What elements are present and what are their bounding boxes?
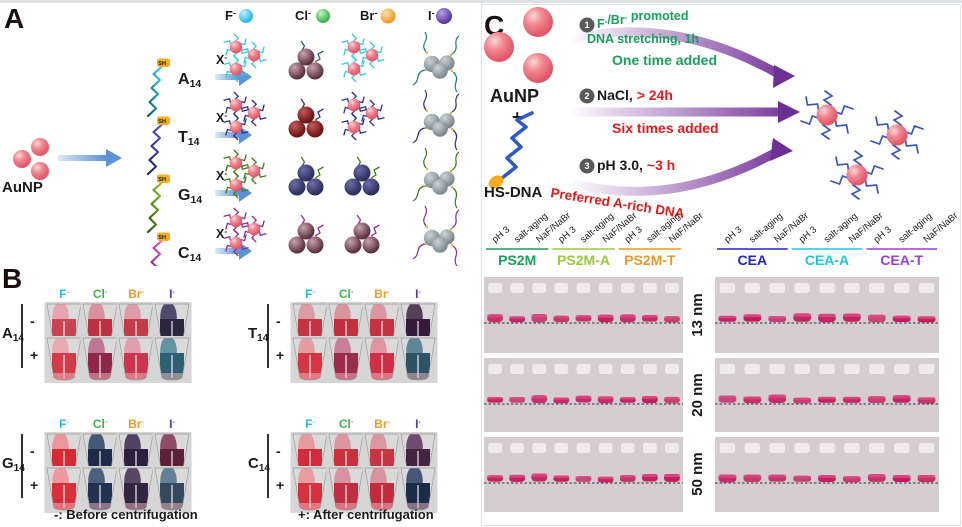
svg-text:Br-: Br-: [360, 8, 377, 23]
svg-text:3: 3: [584, 161, 589, 171]
svg-text:F-: F-: [59, 287, 69, 301]
svg-text:Br-: Br-: [374, 287, 390, 301]
svg-text:F-: F-: [225, 8, 236, 23]
svg-text:Cl-: Cl-: [93, 287, 108, 301]
svg-text:+: After centrifugation: +: After centrifugation: [298, 507, 434, 522]
svg-text:pH 3: pH 3: [490, 224, 511, 244]
svg-text:pH 3: pH 3: [722, 224, 743, 244]
svg-text:+: +: [30, 347, 38, 363]
svg-text:I-: I-: [169, 417, 175, 431]
svg-text:A14: A14: [178, 71, 201, 90]
svg-text:I-: I-: [415, 417, 421, 431]
svg-text:Br-: Br-: [128, 417, 144, 431]
svg-text:CEA-T: CEA-T: [880, 252, 923, 268]
svg-text:Cl-: Cl-: [339, 417, 354, 431]
svg-text:A14: A14: [2, 325, 24, 344]
svg-text:PS2M-T: PS2M-T: [624, 252, 676, 268]
svg-text:PS2M-A: PS2M-A: [557, 252, 610, 268]
svg-text:G14: G14: [178, 187, 202, 206]
svg-text:I-: I-: [428, 8, 435, 23]
svg-text:CEA: CEA: [738, 252, 768, 268]
svg-text:Br-: Br-: [374, 417, 390, 431]
svg-text:I-: I-: [415, 287, 421, 301]
svg-text:-: -: [276, 443, 281, 459]
svg-text:-: Before centrifugation: -: Before centrifugation: [54, 507, 198, 522]
svg-text:Cl-: Cl-: [295, 8, 311, 23]
svg-text:F-: F-: [305, 417, 315, 431]
svg-text:Cl-: Cl-: [339, 287, 354, 301]
svg-text:T14: T14: [248, 325, 269, 344]
svg-text:+: +: [276, 477, 284, 493]
svg-text:-: -: [30, 313, 35, 329]
svg-text:13 nm: 13 nm: [689, 293, 706, 336]
svg-text:F-: F-: [59, 417, 69, 431]
svg-text:pH 3: pH 3: [797, 224, 818, 244]
svg-text:pH 3.0, ~3 h: pH 3.0, ~3 h: [597, 157, 675, 173]
svg-text:1: 1: [584, 20, 589, 30]
svg-text:Br-: Br-: [128, 287, 144, 301]
svg-text:+: +: [30, 477, 38, 493]
svg-text:+: +: [276, 347, 284, 363]
svg-text:2: 2: [584, 91, 589, 101]
svg-text:HS-DNA: HS-DNA: [484, 184, 542, 201]
svg-text:PS2M: PS2M: [498, 252, 536, 268]
svg-text:C14: C14: [248, 455, 270, 474]
svg-text:B: B: [2, 266, 22, 294]
svg-text:A: A: [4, 4, 24, 34]
svg-text:I-: I-: [169, 287, 175, 301]
svg-text:CEA-A: CEA-A: [805, 252, 849, 268]
svg-text:Cl-: Cl-: [93, 417, 108, 431]
svg-text:AuNP: AuNP: [490, 86, 539, 106]
svg-text:Six times added: Six times added: [612, 120, 719, 136]
svg-text:AuNP: AuNP: [2, 179, 43, 196]
svg-text:DNA stretching, 1h: DNA stretching, 1h: [587, 32, 699, 46]
svg-text:C14: C14: [178, 245, 201, 264]
svg-text:pH 3: pH 3: [872, 224, 893, 244]
svg-text:One time added: One time added: [612, 52, 717, 68]
svg-text:-: -: [276, 313, 281, 329]
svg-text:-: -: [30, 443, 35, 459]
svg-text:F-: F-: [305, 287, 315, 301]
svg-text:20 nm: 20 nm: [689, 373, 706, 416]
svg-text:NaCl, > 24h: NaCl, > 24h: [597, 87, 673, 103]
svg-text:50 nm: 50 nm: [689, 452, 706, 495]
svg-text:T14: T14: [178, 129, 200, 148]
